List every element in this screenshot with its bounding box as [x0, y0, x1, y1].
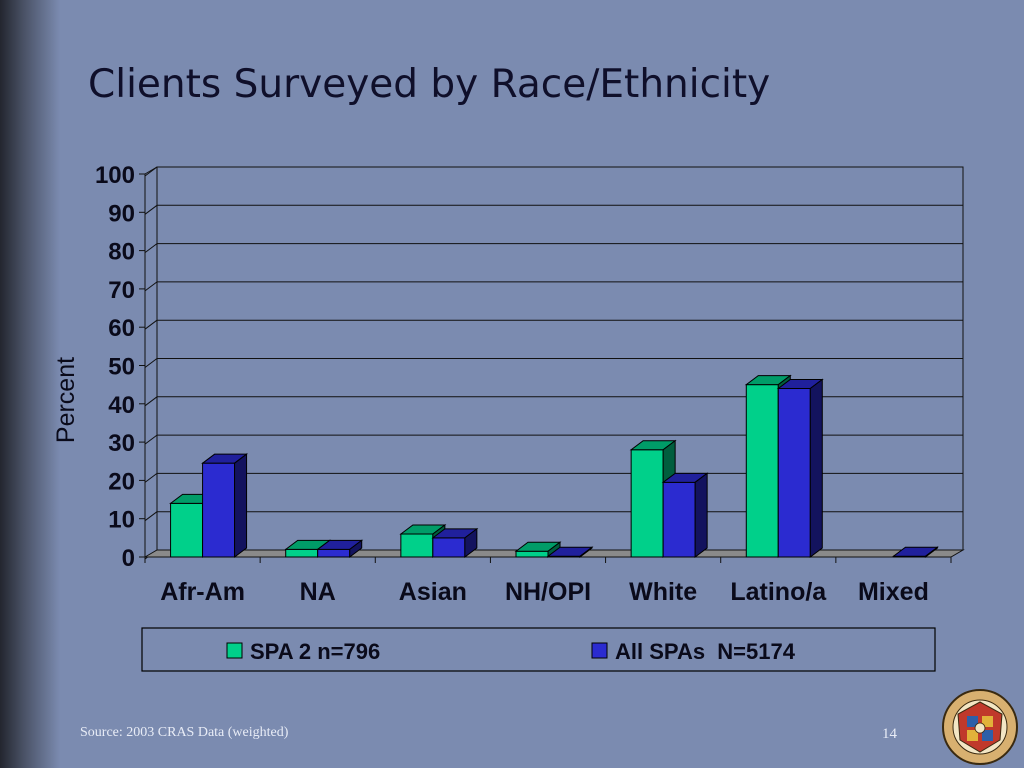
- bar-side: [234, 453, 248, 558]
- x-tick-label: Mixed: [858, 578, 929, 606]
- x-tick-label: White: [629, 578, 697, 606]
- x-ticks: Afr-Am NA Asian NH/OPI White Latino/a Mixed: [144, 557, 952, 606]
- bar-front: [745, 384, 779, 558]
- bar-all-spas: [546, 546, 594, 558]
- bar-all-spas: [201, 453, 249, 558]
- gridline-side: [144, 434, 158, 445]
- bar-side: [809, 378, 823, 558]
- bar-spa2: [514, 541, 562, 558]
- legend-label-spa2: SPA 2 n=796: [250, 639, 380, 664]
- x-tick-label: Asian: [399, 578, 467, 606]
- gridline-side: [144, 243, 158, 254]
- y-tick-label: 30: [108, 430, 135, 457]
- bar-front: [170, 502, 204, 558]
- page-number: 14: [882, 726, 897, 742]
- bar-all-spas: [891, 546, 939, 558]
- gridlines: [143, 166, 965, 560]
- bar-side: [579, 546, 593, 558]
- bar-side: [924, 546, 938, 558]
- legend-box: [141, 627, 936, 672]
- bars: [169, 374, 939, 558]
- gridline-side: [144, 396, 158, 407]
- legend-swatch-all-spas: [591, 642, 608, 659]
- y-tick-label: 60: [108, 315, 135, 342]
- bar-side: [464, 527, 478, 558]
- y-tick-label: 70: [108, 277, 135, 304]
- bar-side: [349, 539, 363, 558]
- bar-front: [630, 449, 664, 558]
- gridline-side: [144, 281, 158, 292]
- bar-all-spas: [316, 539, 364, 558]
- legend: SPA 2 n=796 All SPAs N=5174: [141, 627, 936, 672]
- bar-front: [400, 533, 434, 558]
- x-tick-label: NA: [300, 578, 336, 606]
- y-tick-label: 100: [95, 162, 135, 189]
- gridline-side: [144, 319, 158, 330]
- gridline-side: [144, 472, 158, 483]
- y-tick-label: 80: [108, 239, 135, 266]
- bar-front: [515, 550, 549, 558]
- bar-side: [694, 472, 708, 558]
- bar-front: [432, 537, 466, 558]
- y-tick-label: 50: [108, 354, 135, 381]
- slide-title: Clients Surveyed by Race/Ethnicity: [88, 62, 771, 107]
- bar-front: [317, 548, 351, 558]
- slide-edge-shadow: [0, 0, 60, 768]
- bar-all-spas: [661, 472, 709, 558]
- y-tick-label: 10: [108, 507, 135, 534]
- x-tick-label: Latino/a: [730, 578, 827, 606]
- county-seal-logo: [942, 689, 1018, 765]
- gridline-side: [144, 358, 158, 368]
- y-tick-label: 40: [108, 392, 135, 419]
- gridline-side: [144, 166, 158, 177]
- gridline-side: [144, 204, 158, 215]
- x-tick-label: Afr-Am: [160, 578, 245, 606]
- y-ticks: 0 10 20 30 40 50 60 70 80 90 100: [95, 162, 145, 572]
- bar-all-spas: [776, 378, 824, 558]
- y-axis-label: Percent: [52, 357, 80, 443]
- legend-label-all-spas: All SPAs N=5174: [615, 639, 796, 664]
- bar-front: [662, 481, 696, 558]
- source-note: Source: 2003 CRAS Data (weighted): [80, 725, 289, 740]
- legend-swatch-spa2: [226, 642, 243, 659]
- bar-all-spas: [431, 527, 479, 558]
- y-tick-label: 20: [108, 468, 135, 495]
- x-tick-label: NH/OPI: [505, 578, 591, 606]
- bar-front: [777, 387, 811, 558]
- y-tick-label: 90: [108, 200, 135, 227]
- bar-front: [202, 462, 236, 558]
- gridline-side: [144, 511, 158, 522]
- y-tick-label: 0: [122, 545, 135, 572]
- bar-front: [285, 548, 319, 558]
